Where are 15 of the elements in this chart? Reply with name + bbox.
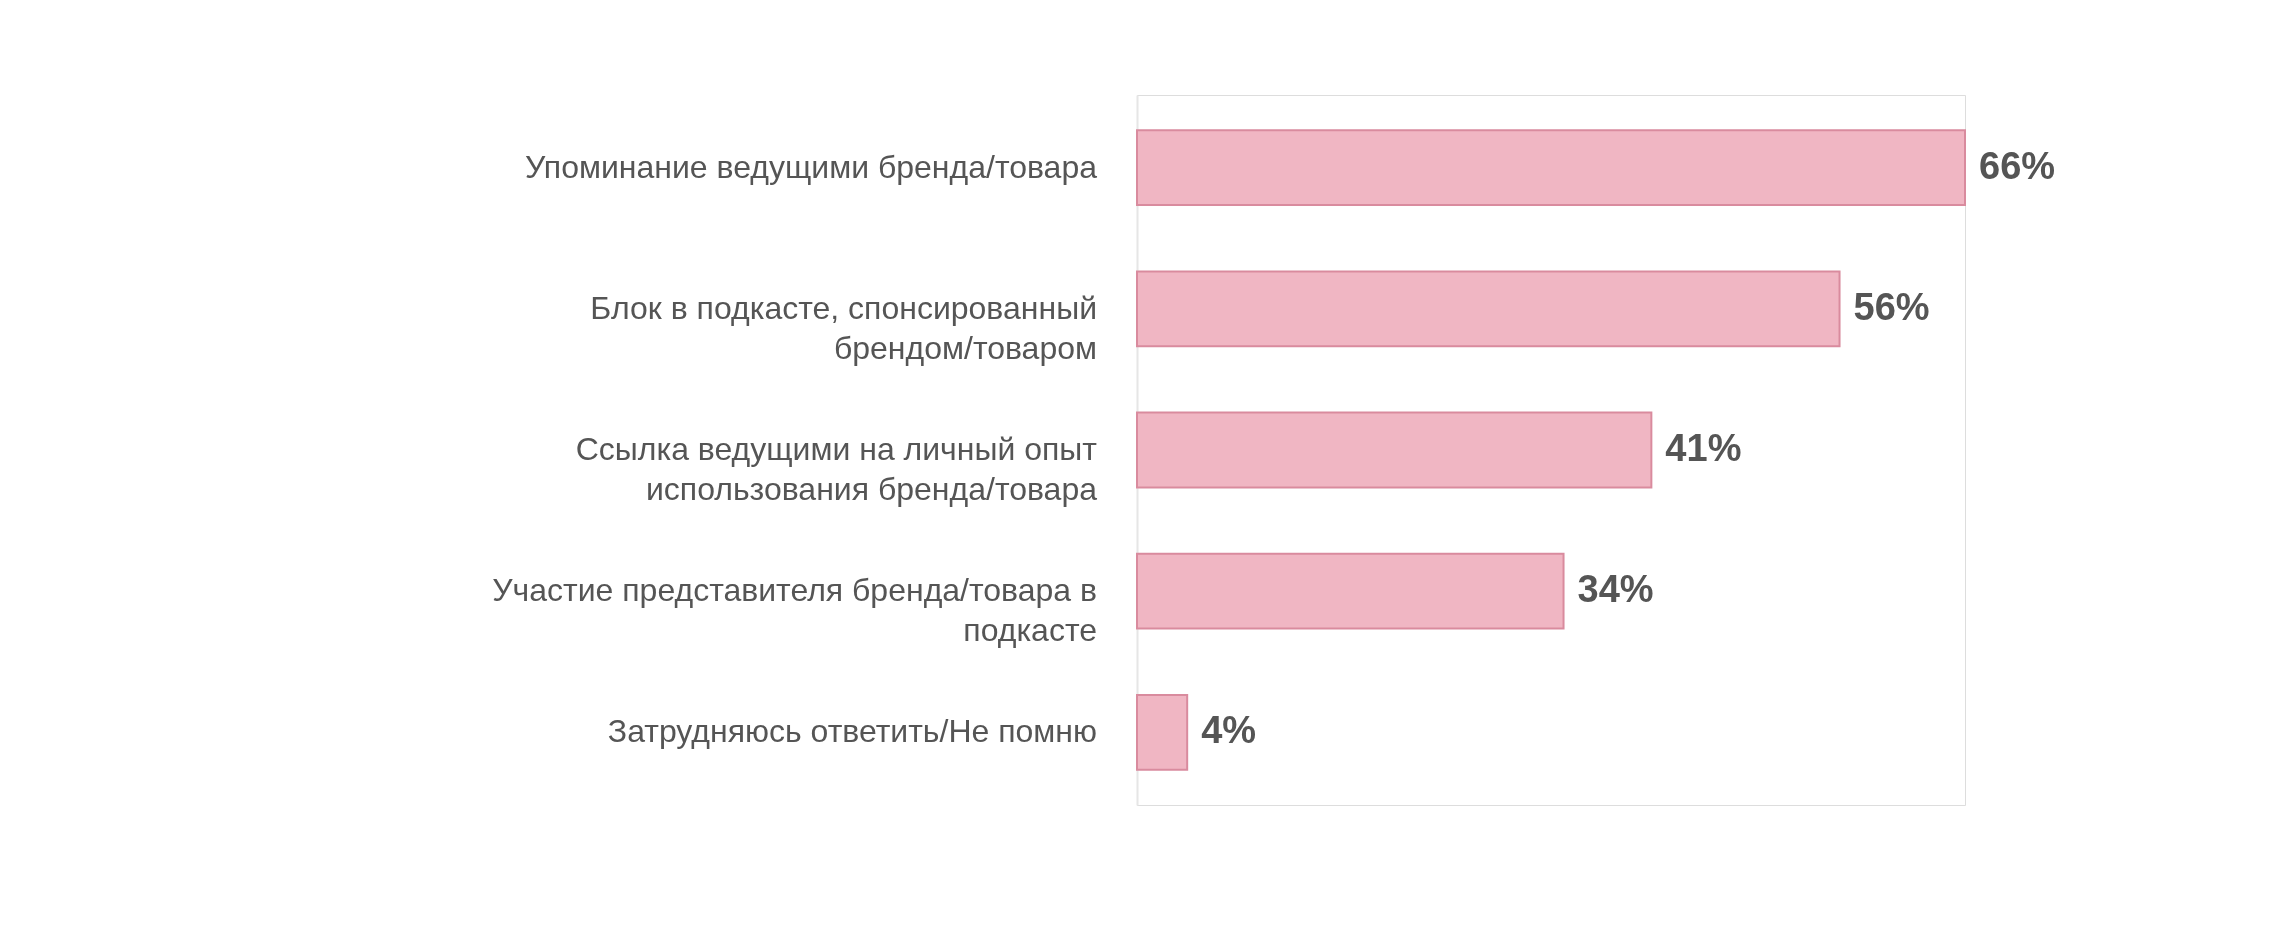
data-label: 4% <box>1201 709 1257 752</box>
data-label: 41% <box>1665 427 1742 469</box>
bar <box>1136 129 1966 207</box>
data-label: 56% <box>1853 285 1930 328</box>
y-tick-label: Ссылка ведущими на личный опыт использования бренда/товара <box>575 431 1098 507</box>
bar <box>1136 693 1189 771</box>
bar <box>1136 552 1565 630</box>
bar <box>1136 411 1653 489</box>
bar <box>1136 270 1841 348</box>
y-tick-label: Блок в подкасте, спонсированный брендом/товаром <box>590 289 1097 366</box>
y-tick-label: Упоминание ведущими бренда/товара <box>524 148 1098 185</box>
y-tick-label: Затрудняюсь ответить/Не помню <box>607 713 1097 750</box>
data-label: 66% <box>1979 144 2056 187</box>
data-label: 34% <box>1577 568 1654 611</box>
y-tick-label: Участие представителя бренда/товара в подкасте <box>492 572 1097 649</box>
